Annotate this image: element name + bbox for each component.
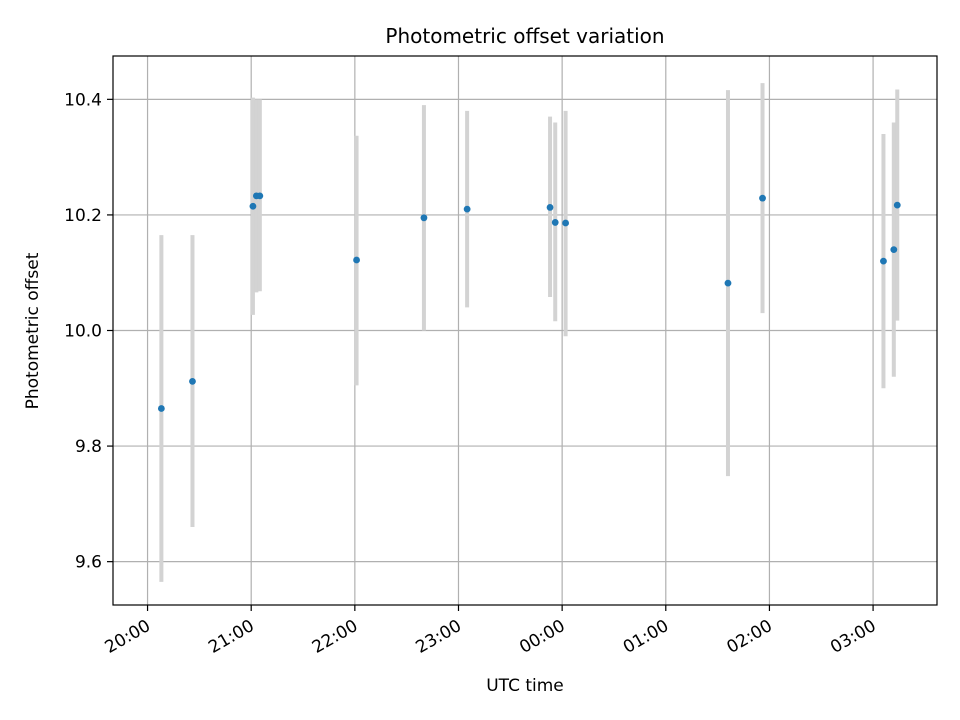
data-point (562, 219, 569, 227)
y-tick-label: 9.6 (75, 553, 102, 573)
y-axis-label: Photometric offset (23, 252, 43, 409)
x-axis-label: UTC time (486, 676, 564, 696)
data-point (353, 256, 360, 264)
data-point (890, 246, 898, 253)
data-point (256, 192, 264, 200)
data-point (546, 204, 554, 211)
data-point (189, 377, 196, 385)
grid-lines (113, 56, 937, 605)
data-point (724, 279, 732, 287)
y-tick-label: 9.8 (75, 437, 102, 457)
data-point (420, 214, 428, 222)
data-point (157, 405, 165, 412)
data-point (880, 257, 887, 265)
data-point (249, 202, 257, 210)
data-point (759, 194, 766, 202)
y-tick-label: 10.0 (64, 322, 102, 342)
chart-title: Photometric offset variation (385, 24, 664, 48)
y-tick-label: 10.4 (64, 90, 102, 110)
y-tick-label: 10.2 (64, 206, 102, 226)
data-point (463, 205, 471, 213)
data-points (157, 192, 901, 412)
data-point (893, 201, 901, 209)
data-point (551, 219, 559, 226)
